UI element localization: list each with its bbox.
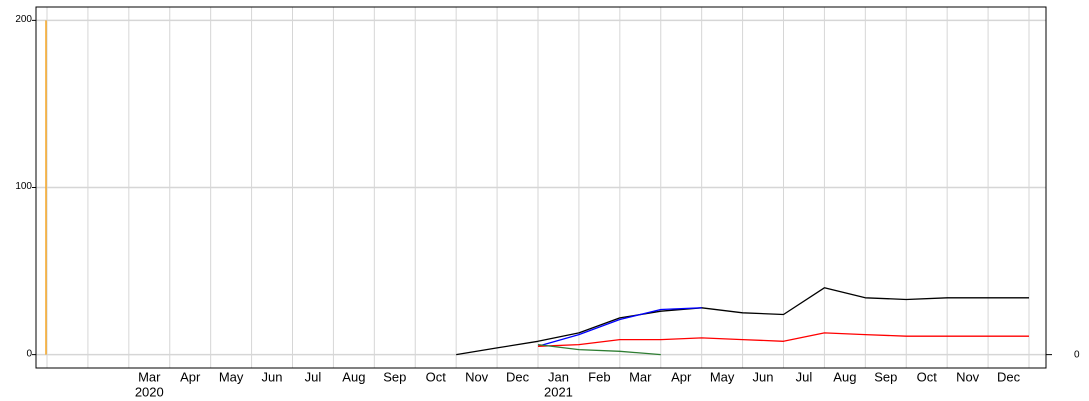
x-tick-label: Jan: [548, 369, 569, 384]
x-tick-label: Jul: [305, 369, 322, 384]
grid: [36, 7, 1046, 368]
x-tick-label: Jul: [796, 369, 813, 384]
x-tick-label: Oct: [917, 369, 938, 384]
x-tick-label: May: [219, 369, 244, 384]
x-tick-label: Aug: [833, 369, 856, 384]
y-tick-label: 100: [15, 181, 32, 192]
y-tick-label: 0: [26, 348, 32, 359]
x-tick-label: Sep: [874, 369, 897, 384]
x-year-label: 2020: [135, 384, 164, 399]
x-tick-label: Dec: [997, 369, 1021, 384]
y2-tick-label: 0: [1074, 349, 1080, 360]
x-tick-label: Aug: [342, 369, 365, 384]
series-line: [456, 287, 1029, 356]
series-line: [537, 343, 661, 356]
y-tick-label: 200: [15, 14, 32, 25]
x-year-label: 2021: [544, 384, 573, 399]
x-tick-label: Jun: [753, 369, 774, 384]
x-tick-label: Apr: [671, 369, 692, 384]
x-tick-label: Sep: [383, 369, 406, 384]
x-tick-label: Apr: [180, 369, 201, 384]
series-line: [537, 307, 702, 347]
x-tick-label: Nov: [956, 369, 980, 384]
x-tick-label: May: [710, 369, 735, 384]
series-layer: [45, 20, 1029, 356]
x-tick-label: Mar: [629, 369, 652, 384]
series-line: [537, 332, 1029, 347]
x-tick-label: Feb: [588, 369, 610, 384]
x-tick-label: Oct: [426, 369, 447, 384]
x-tick-label: Dec: [506, 369, 530, 384]
x-tick-label: Mar: [138, 369, 161, 384]
x-tick-label: Nov: [465, 369, 489, 384]
x-tick-label: Jun: [262, 369, 283, 384]
